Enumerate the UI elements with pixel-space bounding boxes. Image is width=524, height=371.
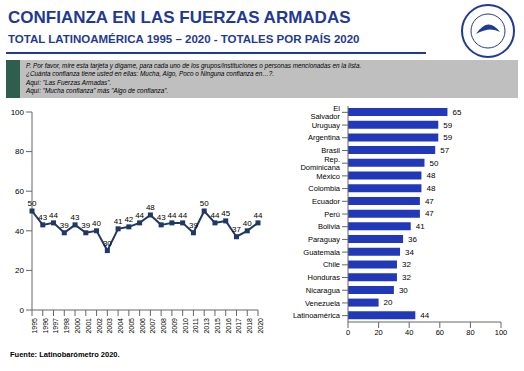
svg-text:44: 44 [167, 211, 176, 220]
svg-text:2002: 2002 [96, 318, 103, 334]
svg-text:44: 44 [420, 311, 429, 320]
svg-text:Bolivia: Bolivia [318, 222, 341, 231]
svg-text:20: 20 [374, 328, 382, 337]
svg-text:36: 36 [408, 235, 417, 244]
svg-text:57: 57 [440, 146, 449, 155]
svg-text:Paraguay: Paraguay [308, 235, 340, 244]
svg-text:44: 44 [210, 211, 219, 220]
svg-text:34: 34 [405, 248, 414, 257]
svg-text:60: 60 [15, 187, 24, 196]
svg-text:39: 39 [189, 221, 198, 230]
svg-text:47: 47 [425, 197, 434, 206]
svg-text:30: 30 [399, 286, 408, 295]
svg-text:1996: 1996 [42, 318, 49, 334]
svg-text:2015: 2015 [214, 318, 221, 334]
svg-text:2010: 2010 [182, 318, 189, 334]
html-text:¿Cuánta confianza tiene usted: ¿Cuánta confianza tiene usted en ellas: … [26, 70, 275, 78]
svg-text:47: 47 [425, 209, 434, 218]
svg-text:Ecuador: Ecuador [312, 197, 340, 206]
svg-text:Latinoamérica: Latinoamérica [293, 311, 341, 320]
svg-text:Colombia: Colombia [308, 184, 341, 193]
svg-text:42: 42 [124, 215, 133, 224]
svg-text:44: 44 [49, 211, 58, 220]
svg-text:2011: 2011 [192, 318, 199, 333]
svg-text:80: 80 [15, 147, 24, 156]
svg-text:1997: 1997 [52, 318, 59, 334]
svg-text:2020: 2020 [257, 318, 264, 334]
svg-text:Rep.Dominicana: Rep.Dominicana [300, 155, 340, 172]
svg-text:43: 43 [38, 213, 47, 222]
svg-text:48: 48 [426, 171, 435, 180]
svg-text:40: 40 [405, 328, 413, 337]
svg-text:43: 43 [157, 213, 166, 222]
svg-text:2017: 2017 [235, 318, 242, 334]
svg-text:44: 44 [254, 211, 263, 220]
svg-text:2008: 2008 [160, 318, 167, 334]
svg-text:20: 20 [384, 298, 393, 307]
svg-text:2006: 2006 [139, 318, 146, 334]
svg-text:100: 100 [11, 108, 25, 117]
svg-text:2005: 2005 [128, 318, 135, 334]
svg-text:65: 65 [452, 108, 461, 117]
svg-text:37: 37 [232, 225, 241, 234]
svg-text:2013: 2013 [203, 318, 210, 334]
svg-text:50: 50 [430, 159, 439, 168]
svg-text:2004: 2004 [117, 318, 124, 334]
svg-text:80: 80 [466, 328, 474, 337]
svg-text:Guatemala: Guatemala [303, 248, 341, 257]
svg-text:45: 45 [221, 209, 230, 218]
svg-text:Venezuela: Venezuela [305, 299, 341, 308]
svg-text:50: 50 [200, 199, 209, 208]
svg-text:30: 30 [103, 239, 112, 248]
svg-text:2000: 2000 [74, 318, 81, 334]
svg-text:43: 43 [71, 213, 80, 222]
svg-text:59: 59 [443, 121, 452, 130]
svg-text:50: 50 [28, 199, 37, 208]
html-text:Aquí: "Las Fuerzas Armadas".: Aquí: "Las Fuerzas Armadas". [26, 78, 112, 86]
html-text:P. Por favor, mire esta tarjet: P. Por favor, mire esta tarjeta y dígame… [26, 62, 362, 69]
svg-text:40: 40 [15, 227, 24, 236]
svg-text:48: 48 [146, 203, 155, 212]
svg-text:2009: 2009 [171, 318, 178, 334]
svg-text:44: 44 [178, 211, 187, 220]
svg-text:2007: 2007 [149, 318, 156, 334]
svg-text:0: 0 [346, 328, 350, 337]
html-text:CONFIANZA EN LAS FUERZAS ARMAD: CONFIANZA EN LAS FUERZAS ARMADAS [8, 8, 351, 27]
svg-text:2018: 2018 [246, 318, 253, 334]
svg-text:Perú: Perú [324, 210, 340, 219]
svg-text:20: 20 [15, 266, 24, 275]
html-text:TOTAL LATINOAMÉRICA 1995 – 202: TOTAL LATINOAMÉRICA 1995 – 2020 - TOTALE… [8, 33, 360, 45]
svg-text:ElSalvador: ElSalvador [310, 104, 340, 121]
svg-text:39: 39 [81, 221, 90, 230]
svg-text:41: 41 [114, 217, 123, 226]
svg-text:Brasil: Brasil [321, 146, 340, 155]
svg-text:Chile: Chile [323, 260, 340, 269]
svg-text:2001: 2001 [85, 318, 92, 334]
svg-text:México: México [316, 172, 340, 181]
svg-text:100: 100 [495, 328, 508, 337]
svg-text:Nicaragua: Nicaragua [306, 286, 341, 295]
svg-text:Argentina: Argentina [308, 133, 341, 142]
svg-text:Uruguay: Uruguay [312, 121, 341, 130]
svg-text:40: 40 [92, 219, 101, 228]
svg-text:48: 48 [426, 184, 435, 193]
html-text:Aquí: "Mucha confianza" más "A: Aquí: "Mucha confianza" más "Algo de con… [26, 87, 169, 95]
svg-text:Honduras: Honduras [307, 273, 340, 282]
svg-text:1998: 1998 [63, 318, 70, 334]
svg-text:1995: 1995 [31, 318, 38, 334]
svg-text:60: 60 [436, 328, 444, 337]
svg-text:39: 39 [60, 221, 69, 230]
html-text:Fuente: Latinobarómetro 2020.: Fuente: Latinobarómetro 2020. [10, 350, 120, 359]
svg-text:2016: 2016 [225, 318, 232, 334]
svg-text:2003: 2003 [106, 318, 113, 334]
svg-text:59: 59 [443, 133, 452, 142]
svg-text:0: 0 [20, 306, 25, 315]
svg-text:32: 32 [402, 260, 411, 269]
svg-text:32: 32 [402, 273, 411, 282]
svg-text:41: 41 [416, 222, 425, 231]
svg-text:40: 40 [243, 219, 252, 228]
svg-text:44: 44 [135, 211, 144, 220]
